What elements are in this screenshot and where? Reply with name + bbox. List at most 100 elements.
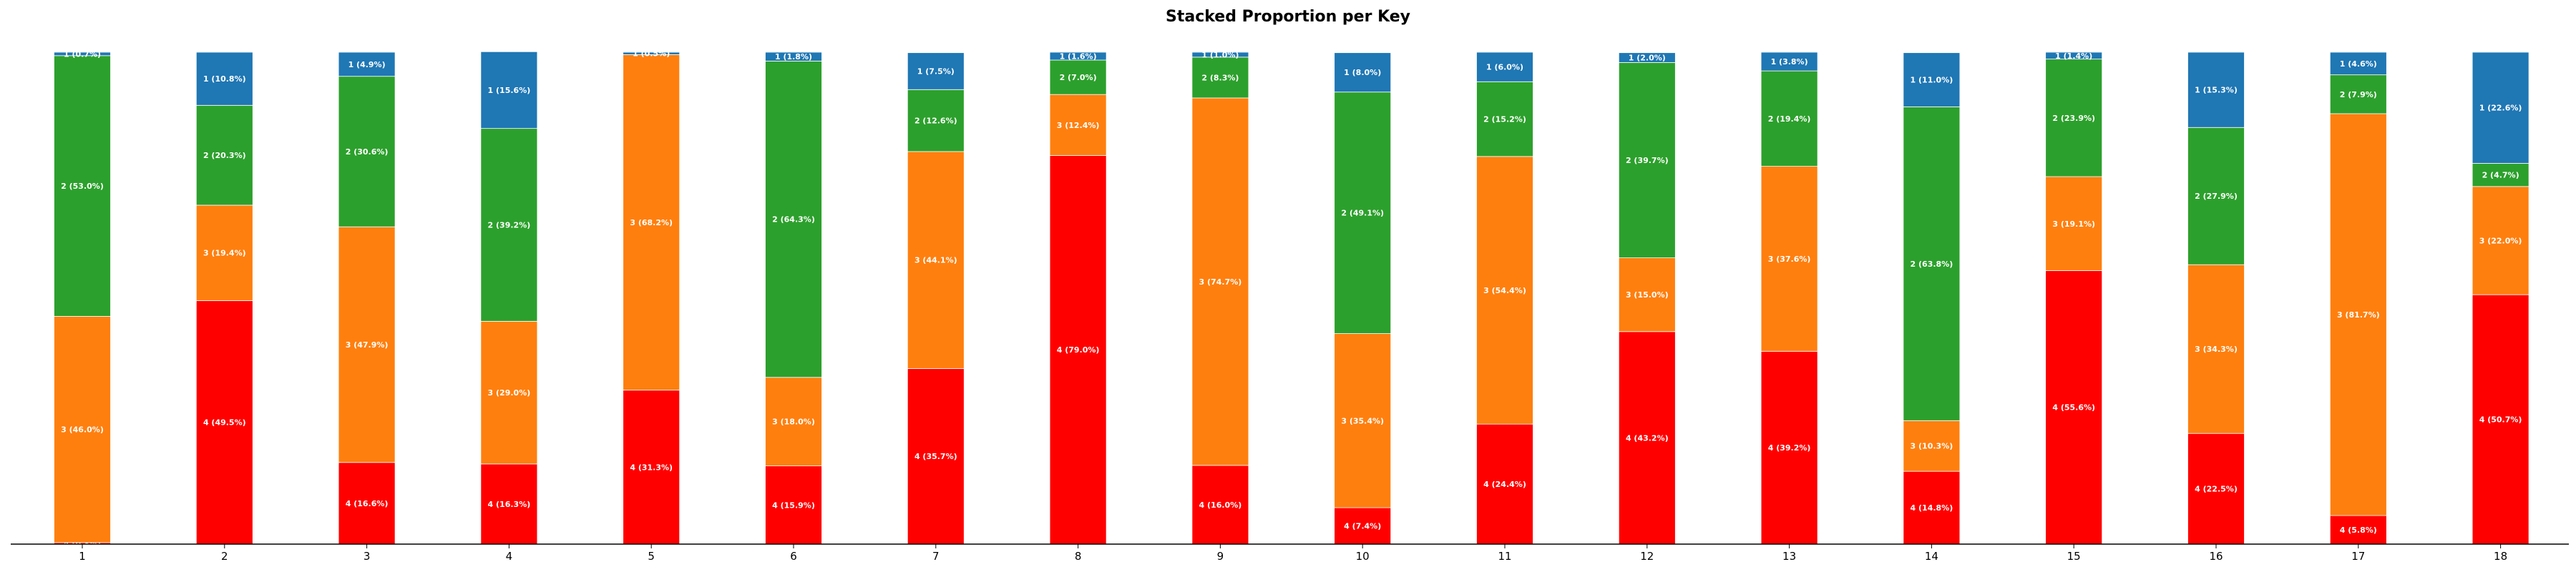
bar-segment-18-series-1 bbox=[2472, 51, 2529, 164]
bar-segment-label-8-series-1: 1 (1.6%) bbox=[1060, 52, 1097, 61]
bar-segment-16-series-3 bbox=[2187, 264, 2245, 434]
bar-segment-label-17-series-3: 3 (81.7%) bbox=[2337, 310, 2380, 320]
bar-segment-label-12-series-1: 1 (2.0%) bbox=[1629, 54, 1666, 63]
bar-segment-12-series-1 bbox=[1618, 52, 1676, 63]
bar-segment-5-series-1 bbox=[623, 51, 680, 55]
bar-segment-4-series-1 bbox=[480, 51, 538, 129]
bar-segment-label-3-series-3: 3 (47.9%) bbox=[346, 340, 389, 350]
bar-segment-16-series-4 bbox=[2187, 433, 2245, 545]
x-tick-label-15: 15 bbox=[2067, 550, 2081, 563]
bar-segment-label-2-series-2: 2 (20.3%) bbox=[203, 151, 246, 160]
bar-segment-label-5-series-1: 1 (0.5%) bbox=[633, 49, 670, 59]
bar-segment-label-18-series-1: 1 (22.6%) bbox=[2479, 104, 2522, 113]
bar-segment-label-15-series-4: 4 (55.6%) bbox=[2052, 403, 2095, 413]
bar-segment-13-series-1 bbox=[1760, 51, 1818, 72]
bar-segment-label-12-series-4: 4 (43.2%) bbox=[1626, 433, 1669, 443]
bar-segment-2-series-1 bbox=[195, 51, 253, 106]
bar-segment-label-14-series-1: 1 (11.0%) bbox=[1911, 76, 1953, 85]
bar-segment-label-4-series-4: 4 (16.3%) bbox=[488, 500, 531, 509]
bar-segment-label-10-series-4: 4 (7.4%) bbox=[1344, 522, 1381, 531]
bar-segment-label-5-series-3: 3 (68.2%) bbox=[630, 218, 673, 227]
bar-segment-label-18-series-3: 3 (22.0%) bbox=[2479, 237, 2522, 246]
bar-segment-label-2-series-1: 1 (10.8%) bbox=[203, 74, 246, 84]
bar-segment-11-series-4 bbox=[1476, 423, 1533, 545]
x-tick-label-11: 11 bbox=[1498, 550, 1511, 563]
bar-segment-11-series-3 bbox=[1476, 156, 1533, 425]
x-tick-label-10: 10 bbox=[1356, 550, 1370, 563]
bar-segment-label-4-series-1: 1 (15.6%) bbox=[488, 86, 531, 95]
bar-segment-label-3-series-4: 4 (16.6%) bbox=[346, 499, 389, 508]
bar-segment-3-series-2 bbox=[338, 76, 396, 227]
bar-segment-7-series-3 bbox=[907, 151, 965, 369]
bar-segment-label-9-series-4: 4 (16.0%) bbox=[1199, 500, 1242, 510]
bar-segment-5-series-3 bbox=[623, 54, 680, 391]
bar-segment-14-series-2 bbox=[1903, 106, 1961, 421]
bar-segment-label-10-series-1: 1 (8.0%) bbox=[1344, 68, 1381, 77]
x-tick-label-6: 6 bbox=[790, 550, 797, 563]
bar-segment-label-17-series-2: 2 (7.9%) bbox=[2340, 90, 2377, 99]
bar-segment-15-series-2 bbox=[2045, 59, 2103, 177]
x-tick-label-9: 9 bbox=[1217, 550, 1224, 563]
bar-segment-label-2-series-4: 4 (49.5%) bbox=[203, 418, 246, 428]
bar-segment-8-series-4 bbox=[1049, 155, 1107, 545]
bar-segment-label-1-series-2: 2 (53.0%) bbox=[61, 182, 104, 191]
bar-segment-7-series-2 bbox=[907, 89, 965, 152]
bar-segment-label-4-series-2: 2 (39.2%) bbox=[488, 220, 531, 230]
bar-segment-label-1-series-3: 3 (46.0%) bbox=[61, 425, 104, 435]
bar-segment-label-1-series-1: 1 (0.7%) bbox=[64, 49, 101, 59]
bar-segment-label-16-series-1: 1 (15.3%) bbox=[2195, 86, 2238, 95]
bar-segment-4-series-4 bbox=[480, 463, 538, 545]
bar-segment-6-series-1 bbox=[765, 51, 822, 61]
x-tick-label-13: 13 bbox=[1782, 550, 1796, 563]
bar-segment-label-15-series-2: 2 (23.9%) bbox=[2052, 114, 2095, 123]
x-tick-label-4: 4 bbox=[506, 550, 513, 563]
bar-segment-6-series-4 bbox=[765, 465, 822, 545]
bar-segment-label-6-series-4: 4 (15.9%) bbox=[772, 500, 815, 510]
bar-segment-16-series-1 bbox=[2187, 51, 2245, 128]
bar-segment-10-series-1 bbox=[1334, 52, 1392, 93]
bar-segment-7-series-1 bbox=[907, 52, 965, 90]
x-tick-label-18: 18 bbox=[2494, 550, 2507, 563]
bar-segment-11-series-1 bbox=[1476, 51, 1533, 82]
bar-segment-label-13-series-1: 1 (3.8%) bbox=[1771, 57, 1808, 66]
bar-segment-9-series-4 bbox=[1191, 465, 1249, 545]
bar-segment-5-series-4 bbox=[623, 390, 680, 545]
x-tick-label-12: 12 bbox=[1640, 550, 1654, 563]
bar-segment-label-3-series-2: 2 (30.6%) bbox=[346, 147, 389, 157]
bar-segment-6-series-2 bbox=[765, 60, 822, 378]
x-tick-label-2: 2 bbox=[221, 550, 228, 563]
bar-segment-label-14-series-4: 4 (14.8%) bbox=[1911, 503, 1953, 513]
bar-segment-label-14-series-2: 2 (63.8%) bbox=[1911, 260, 1953, 269]
bar-segment-label-16-series-2: 2 (27.9%) bbox=[2195, 192, 2238, 201]
bar-segment-label-18-series-2: 2 (4.7%) bbox=[2482, 171, 2519, 180]
bar-segment-label-3-series-1: 1 (4.9%) bbox=[348, 60, 386, 69]
bar-segment-12-series-2 bbox=[1618, 62, 1676, 258]
bar-segment-18-series-3 bbox=[2472, 186, 2529, 295]
bar-segment-1-series-1 bbox=[54, 51, 111, 56]
bars-layer: 4 (0.3%)3 (46.0%)2 (53.0%)1 (0.7%)4 (49.… bbox=[54, 49, 2529, 548]
bar-segment-label-5-series-4: 4 (31.3%) bbox=[630, 463, 673, 472]
bar-segment-label-11-series-1: 1 (6.0%) bbox=[1486, 63, 1523, 72]
bar-segment-label-13-series-2: 2 (19.4%) bbox=[1768, 114, 1811, 124]
bar-segment-label-13-series-4: 4 (39.2%) bbox=[1768, 443, 1811, 453]
bar-segment-13-series-2 bbox=[1760, 70, 1818, 167]
bar-segment-label-6-series-2: 2 (64.3%) bbox=[772, 215, 815, 225]
bar-segment-label-7-series-3: 3 (44.1%) bbox=[914, 256, 957, 265]
bar-segment-15-series-4 bbox=[2045, 270, 2103, 545]
bar-segment-label-10-series-2: 2 (49.1%) bbox=[1341, 209, 1384, 218]
bar-segment-12-series-3 bbox=[1618, 257, 1676, 332]
bar-segment-3-series-3 bbox=[338, 226, 396, 463]
bar-segment-label-12-series-2: 2 (39.7%) bbox=[1626, 156, 1669, 165]
bar-segment-14-series-4 bbox=[1903, 470, 1961, 545]
bar-segment-label-8-series-4: 4 (79.0%) bbox=[1057, 345, 1100, 355]
x-tick-label-8: 8 bbox=[1075, 550, 1082, 563]
x-tick-label-16: 16 bbox=[2209, 550, 2223, 563]
x-tick-label-7: 7 bbox=[932, 550, 940, 563]
x-tick-label-14: 14 bbox=[1925, 550, 1938, 563]
bar-segment-label-15-series-1: 1 (1.4%) bbox=[2055, 51, 2092, 61]
bar-segment-18-series-2 bbox=[2472, 163, 2529, 187]
bar-segment-label-13-series-3: 3 (37.6%) bbox=[1768, 255, 1811, 264]
bar-segment-label-15-series-3: 3 (19.1%) bbox=[2052, 220, 2095, 229]
bar-segment-label-2-series-3: 3 (19.4%) bbox=[203, 249, 246, 258]
